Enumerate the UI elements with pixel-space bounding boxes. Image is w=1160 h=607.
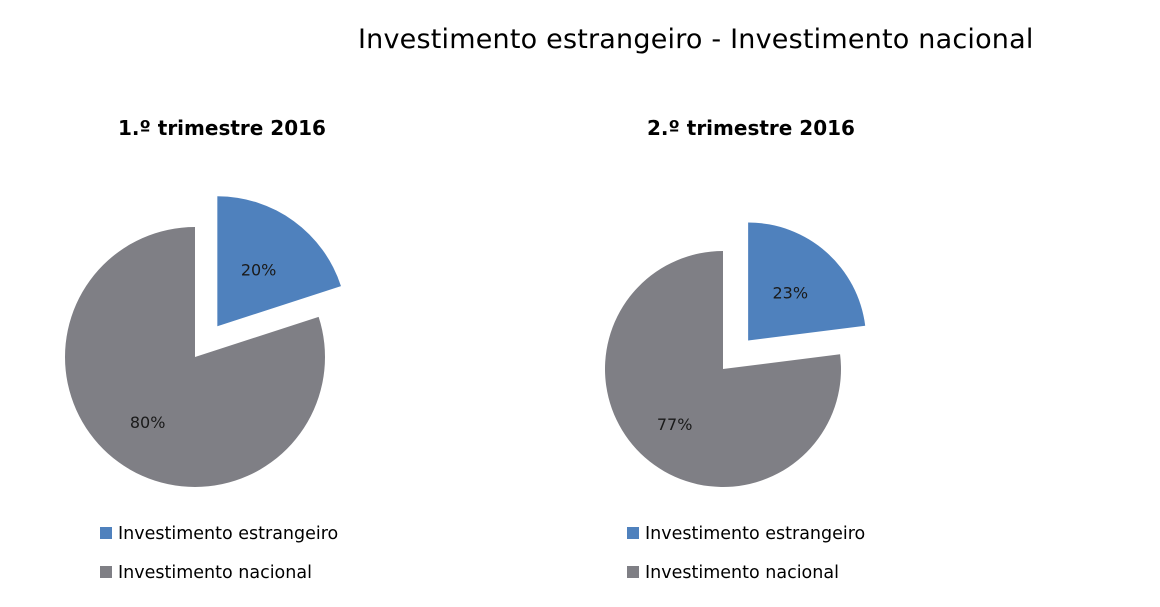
legend-item-nacional: Investimento nacional	[627, 561, 865, 600]
pie-chart-q2-plot: 23% 77%	[605, 222, 866, 487]
legend-swatch-nacional	[627, 566, 639, 578]
legend-label-estrangeiro: Investimento estrangeiro	[645, 524, 866, 544]
legend-label-estrangeiro: Investimento estrangeiro	[118, 524, 339, 544]
data-label-nacional: 77%	[657, 415, 693, 434]
chart-main-title: Investimento estrangeiro - Investimento …	[358, 24, 1034, 55]
pie-slice-nacional	[65, 227, 326, 487]
pie-chart-q1: 1.º trimestre 2016 20% 80% Investimento e…	[0, 0, 520, 607]
legend-swatch-estrangeiro	[627, 527, 639, 539]
legend-item-estrangeiro: Investimento estrangeiro	[627, 522, 865, 561]
pie-chart-q2: 2.º trimestre 2016 23% 77% Investimento e…	[530, 0, 1050, 607]
pie-chart-q2-title: 2.º trimestre 2016	[647, 116, 855, 140]
pie-chart-q1-legend: Investimento estrangeiro Investimento na…	[100, 522, 338, 600]
legend-label-nacional: Investimento nacional	[645, 563, 839, 583]
pie-chart-q1-title: 1.º trimestre 2016	[118, 116, 326, 140]
legend-swatch-estrangeiro	[100, 527, 112, 539]
data-label-estrangeiro: 20%	[241, 260, 277, 279]
data-label-nacional: 80%	[130, 413, 166, 432]
legend-item-estrangeiro: Investimento estrangeiro	[100, 522, 338, 561]
pie-slice-estrangeiro	[217, 196, 341, 327]
pie-slice-estrangeiro	[748, 222, 866, 341]
legend-item-nacional: Investimento nacional	[100, 561, 338, 600]
pie-chart-q1-plot: 20% 80%	[65, 196, 341, 487]
data-label-estrangeiro: 23%	[772, 284, 808, 303]
pie-slice-nacional	[605, 251, 841, 487]
legend-label-nacional: Investimento nacional	[118, 563, 312, 583]
legend-swatch-nacional	[100, 566, 112, 578]
pie-chart-q2-legend: Investimento estrangeiro Investimento na…	[627, 522, 865, 600]
